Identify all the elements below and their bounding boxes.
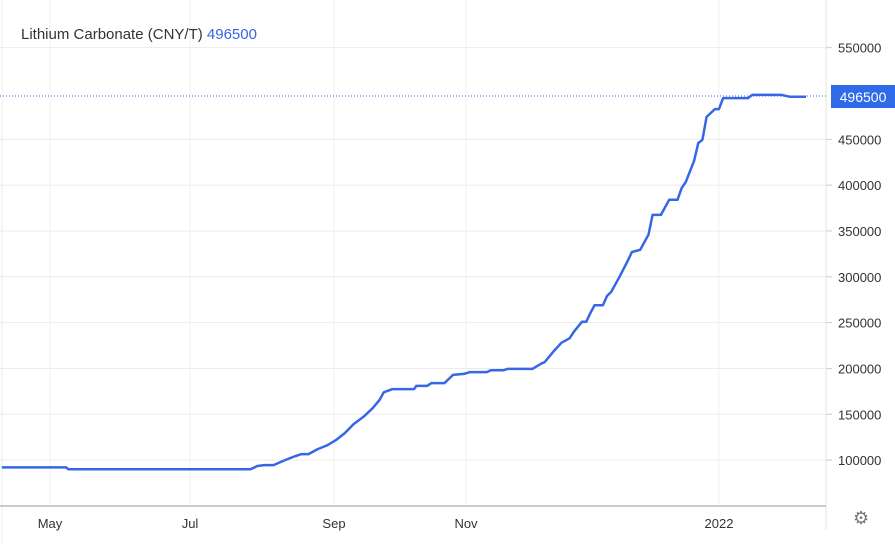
x-tick-label: May [38,516,63,531]
chart-title: Lithium Carbonate (CNY/T) 496500 [21,26,257,43]
last-value-badge [831,85,895,108]
title-value: 496500 [206,26,257,43]
y-tick-label: 300000 [838,270,881,285]
y-tick-label: 200000 [838,361,881,376]
x-tick-label: Nov [454,516,478,531]
y-tick-label: 250000 [838,316,881,331]
gear-icon[interactable]: ⚙ [853,508,870,528]
y-tick-label: 350000 [838,224,881,239]
y-tick-label: 100000 [838,453,881,468]
y-axis: 100000 150000 200000 250000 300000 350000 4000… [825,0,881,530]
x-tick-label: Jul [182,516,199,531]
x-axis: May Jul Sep Nov 2022 [0,505,826,531]
x-tick-label: 2022 [705,516,734,531]
last-value-label: 496500 [840,89,887,105]
title-text: Lithium Carbonate (CNY/T) [21,26,203,43]
grid [0,0,826,544]
y-tick-label: 150000 [838,407,881,422]
y-tick-label: 550000 [838,41,881,56]
y-tick-label: 400000 [838,178,881,193]
y-tick-label: 450000 [838,132,881,147]
series-line [1,93,807,471]
x-tick-label: Sep [322,516,345,531]
